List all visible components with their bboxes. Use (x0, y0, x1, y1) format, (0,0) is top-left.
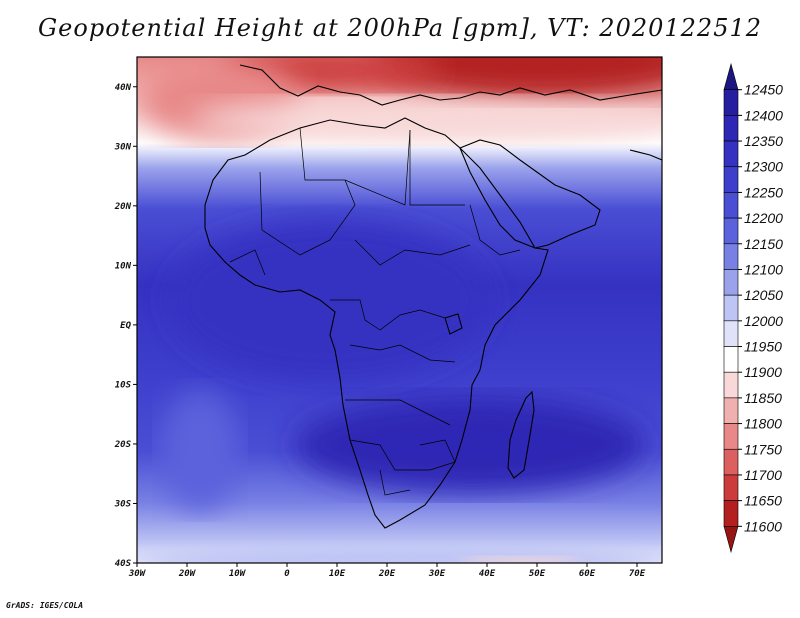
colorbar-segment (723, 89, 739, 116)
x-tick-label: 30E (428, 569, 446, 579)
colorbar-segment (723, 269, 739, 296)
colorbar-segment (723, 243, 739, 270)
map-frame (136, 56, 663, 564)
colorbar-label: 11950 (744, 339, 782, 355)
colorbar-label: 12350 (744, 133, 783, 149)
arabia-coastline (459, 139, 601, 249)
africa-coastline (204, 117, 549, 529)
y-tick-label: EQ (120, 321, 131, 331)
country-borders (229, 127, 521, 496)
colorbar-label: 11600 (744, 518, 782, 534)
madagascar-coastline (507, 390, 535, 479)
x-tick-label: 40E (479, 569, 496, 579)
colorbar-label: 12050 (744, 287, 783, 303)
colorbar: 12450 12400 12350 12300 12250 12200 12150 12100… (723, 62, 783, 554)
x-tick-label: 50E (529, 569, 546, 579)
india-coastline (629, 149, 662, 161)
colorbar-segment (723, 217, 739, 245)
colorbar-segment (723, 140, 739, 168)
x-tick-label: 70E (629, 569, 646, 579)
colorbar-label: 11650 (744, 493, 782, 509)
y-tick-label: 20S (114, 440, 132, 450)
colorbar-segment (723, 166, 739, 193)
x-axis: 30W 20W 10W 0 10E 20E 30E 40E 50E 60E 70E (128, 563, 646, 579)
colorbar-label: 11900 (744, 364, 782, 380)
colorbar-label: 11800 (744, 416, 782, 432)
colorbar-segment (723, 423, 739, 450)
colorbar-segment (723, 346, 739, 373)
colorbar-label: 12200 (744, 210, 783, 226)
y-tick-label: 20N (114, 202, 132, 212)
x-tick-label: 60E (579, 569, 596, 579)
y-axis: 40N 30N 20N 10N EQ 10S 20S 30S 40S (114, 83, 137, 569)
lake-victoria (444, 313, 463, 335)
colorbar-segment (723, 500, 739, 527)
y-tick-label: 10S (115, 380, 132, 390)
colorbar-label: 11750 (744, 441, 782, 457)
colorbar-label: 12300 (744, 159, 783, 175)
y-tick-label: 30S (114, 499, 132, 509)
x-tick-label: 20E (378, 569, 396, 579)
y-tick-label: 30N (114, 142, 132, 152)
colorbar-label: 12100 (744, 261, 783, 277)
colorbar-segment (723, 474, 739, 501)
colorbar-segment (723, 371, 739, 399)
x-tick-label: 10W (229, 569, 247, 579)
y-tick-label: 40N (115, 83, 132, 93)
colorbar-label: 12150 (744, 236, 783, 252)
y-tick-label: 10N (115, 261, 132, 271)
colorbar-segment (723, 448, 739, 476)
x-tick-label: 20W (178, 569, 197, 579)
colorbar-label: 12000 (744, 313, 783, 329)
colorbar-segment (723, 62, 739, 90)
coastlines (204, 64, 662, 529)
colorbar-segment (723, 526, 739, 554)
x-tick-label: 10E (329, 569, 346, 579)
colorbar-label: 11700 (744, 467, 782, 483)
colorbar-segment (723, 192, 739, 219)
y-tick-label: 40S (115, 559, 132, 569)
footer-credit: GrADS: IGES/COLA (6, 601, 84, 610)
colorbar-label: 11850 (744, 390, 782, 406)
x-tick-label: 0 (284, 569, 290, 579)
colorbar-segment (723, 320, 739, 347)
colorbar-label: 12400 (744, 107, 783, 123)
height-field (137, 57, 662, 563)
colorbar-segment (723, 115, 739, 142)
europe-coastline (239, 64, 662, 106)
colorbar-label: 12250 (744, 184, 783, 200)
colorbar-label: 12450 (744, 82, 783, 98)
colorbar-segment (723, 294, 739, 322)
map-title: Geopotential Height at 200hPa [gpm], VT:… (38, 14, 762, 42)
colorbar-segment (723, 397, 739, 424)
x-tick-label: 30W (128, 569, 147, 579)
